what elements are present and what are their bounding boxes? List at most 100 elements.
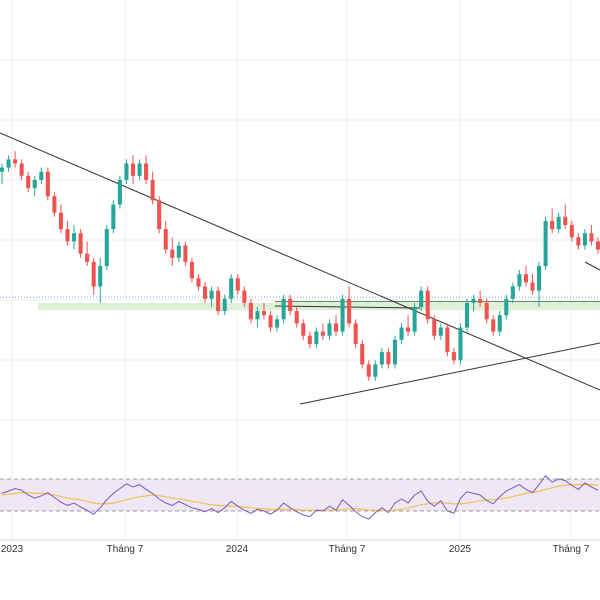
candle-body <box>425 290 430 320</box>
candle-body <box>26 175 31 189</box>
candle-body <box>157 200 162 230</box>
candle-body <box>451 352 456 361</box>
candle-body <box>314 331 319 344</box>
candle-body <box>340 298 345 332</box>
candle-body <box>595 241 600 250</box>
candle-body <box>19 163 24 176</box>
rsi-pane <box>0 475 600 520</box>
candle-body <box>550 220 555 230</box>
candle-body <box>229 278 234 299</box>
candle-body <box>497 315 502 332</box>
candle-body <box>248 302 253 320</box>
candle-body <box>543 220 548 266</box>
candle-body <box>582 233 587 246</box>
candle-body <box>189 261 194 279</box>
candle-body <box>373 364 378 377</box>
candle-body <box>78 233 83 254</box>
candle-body <box>530 282 535 291</box>
candle-body <box>203 286 208 299</box>
candle-body <box>261 311 267 316</box>
candle-body <box>478 298 483 303</box>
candle-body <box>130 163 136 176</box>
ascending-trendline <box>299 342 600 405</box>
candle-body <box>98 266 103 287</box>
candle-body <box>563 216 568 225</box>
x-axis: 2023 Tháng 7 2024 Tháng 7 2025 Tháng 7 <box>1 544 590 555</box>
candle-body <box>196 278 201 287</box>
candle-body <box>576 237 581 246</box>
candle-body <box>137 163 142 176</box>
rsi-ma-line <box>1 484 599 512</box>
candle-body <box>438 327 443 336</box>
candle-body <box>347 298 352 324</box>
candle-body <box>379 352 384 365</box>
channel-line <box>584 261 600 271</box>
candle-body <box>432 319 437 336</box>
candle-body <box>366 364 371 377</box>
candle-body <box>222 298 227 312</box>
candle-body <box>242 290 247 303</box>
candle-body <box>419 290 424 307</box>
candle-body <box>307 335 312 344</box>
candle-body <box>52 196 57 213</box>
candle-body <box>275 319 280 328</box>
candle-body <box>510 286 515 299</box>
rsi-band <box>0 479 600 511</box>
candle-body <box>392 339 397 365</box>
candle-body <box>294 311 299 324</box>
candle-body <box>144 163 149 180</box>
candle-body <box>491 319 496 332</box>
candle-body <box>255 311 260 320</box>
x-tick-label: Tháng 7 <box>329 544 366 555</box>
descending-trendline <box>0 132 600 391</box>
candle-body <box>399 327 404 340</box>
candle-body <box>117 179 122 205</box>
candle-body <box>504 298 509 316</box>
candle-body <box>301 323 306 336</box>
candle-body <box>458 327 463 361</box>
candle-body <box>445 327 450 353</box>
candle-body <box>523 274 528 283</box>
candle-body <box>333 323 339 332</box>
candle-body <box>327 323 332 336</box>
candle-body <box>65 229 70 242</box>
candle-body <box>412 307 417 332</box>
candle-body <box>85 253 90 262</box>
trendlines[interactable] <box>0 132 600 405</box>
candle-body <box>589 233 594 242</box>
candlestick-series <box>0 151 600 381</box>
candle-body <box>91 261 96 287</box>
candle-body <box>216 290 221 312</box>
candle-body <box>111 204 116 230</box>
candle-body <box>235 278 240 291</box>
candle-body <box>39 171 44 180</box>
candle-body <box>104 229 109 266</box>
rsi-line <box>1 475 599 520</box>
candle-body <box>183 245 188 262</box>
candle-body <box>406 327 411 332</box>
candle-body <box>58 212 63 230</box>
candle-body <box>268 315 273 328</box>
candle-body <box>471 298 476 303</box>
x-tick-label: 2024 <box>226 544 249 555</box>
candle-body <box>281 298 286 320</box>
candle-body <box>484 302 489 320</box>
x-tick-label: Tháng 7 <box>107 544 144 555</box>
candle-body <box>0 167 5 172</box>
candle-body <box>360 343 365 365</box>
candle-body <box>163 229 168 250</box>
candle-body <box>353 323 358 344</box>
candle-body <box>32 179 37 189</box>
candle-body <box>517 274 522 287</box>
candle-body <box>320 331 325 336</box>
x-tick-label: Tháng 7 <box>553 544 590 555</box>
candle-body <box>6 159 11 168</box>
candle-body <box>170 249 175 258</box>
candle-body <box>150 179 155 201</box>
candle-body <box>537 266 542 291</box>
grid-lines <box>0 0 600 540</box>
candle-body <box>386 352 391 365</box>
candle-body <box>45 171 50 197</box>
candle-body <box>13 159 18 164</box>
